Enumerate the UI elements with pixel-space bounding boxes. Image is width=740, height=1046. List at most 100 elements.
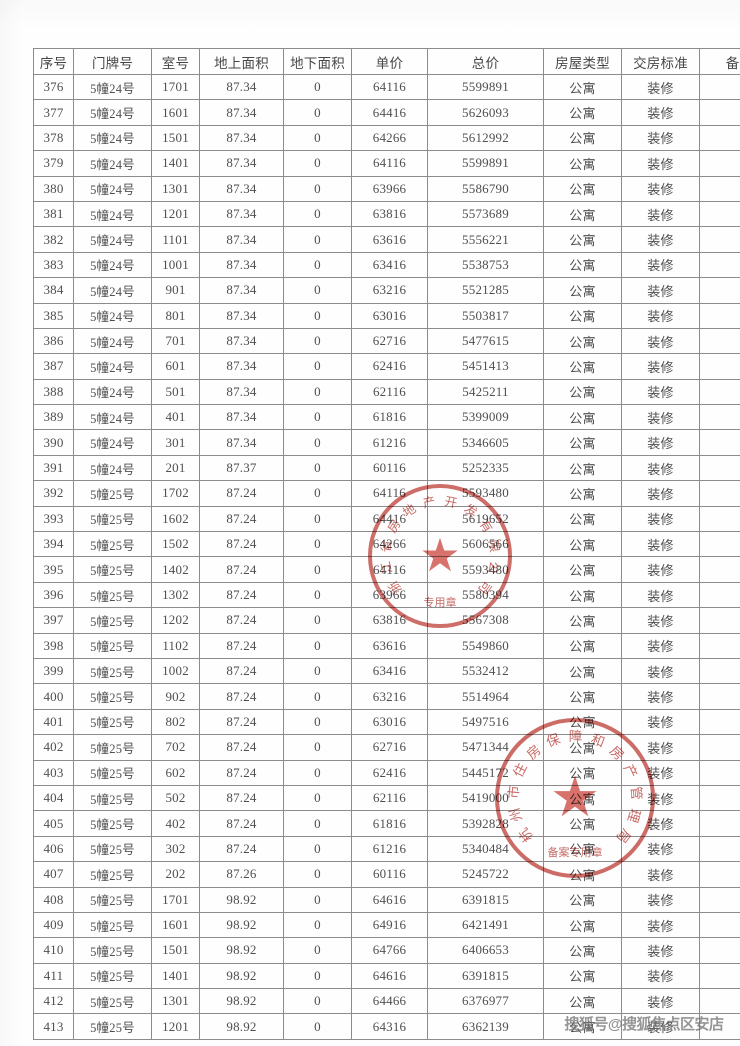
cell-addr: 5幢25号 [73,632,152,659]
cell-total: 6391815 [427,886,544,913]
cell-idx: 393 [33,505,74,533]
cell-unit: 63816 [351,607,428,634]
cell-total: 5252335 [427,454,544,482]
table-row: 413 5幢25号 1201 98.92 0 64316 6362139 公寓 装修 [33,1013,740,1040]
cell-above: 98.92 [199,962,284,990]
cell-addr: 5幢24号 [73,99,152,126]
cell-note [699,937,740,964]
cell-above: 87.34 [199,353,284,380]
cell-type: 公寓 [543,708,622,736]
cell-room: 202 [151,861,200,888]
table-row: 384 5幢24号 901 87.34 0 63216 5521285 公寓 装修 [33,277,740,304]
cell-type: 公寓 [543,886,622,913]
cell-type: 公寓 [543,99,622,126]
cell-room: 1501 [151,124,200,152]
cell-std: 装修 [621,429,700,456]
cell-below: 0 [283,784,352,812]
cell-total: 5340484 [427,835,544,863]
cell-idx: 386 [33,327,74,355]
source-watermark: 搜狐号@搜狐焦点区安店 [564,1015,724,1033]
cell-below: 0 [283,759,352,786]
cell-room: 1702 [151,480,200,507]
cell-addr: 5幢25号 [73,810,152,837]
cell-std: 装修 [621,480,700,507]
cell-above: 87.34 [199,226,284,253]
cell-below: 0 [283,327,352,355]
cell-type: 公寓 [543,404,622,431]
cell-idx: 413 [33,1013,74,1040]
cell-type: 公寓 [543,657,622,685]
cell-addr: 5幢25号 [73,962,152,990]
cell-room: 402 [151,810,200,837]
cell-addr: 5幢25号 [73,556,152,583]
cell-room: 1401 [151,962,200,990]
cell-unit: 63966 [351,581,428,609]
cell-above: 87.24 [199,480,284,507]
cell-below: 0 [283,277,352,304]
cell-note [699,404,740,431]
cell-idx: 395 [33,556,74,583]
cell-unit: 64466 [351,988,428,1015]
cell-below: 0 [283,988,352,1015]
cell-note [699,607,740,634]
cell-note [699,277,740,304]
cell-note [699,835,740,863]
cell-idx: 390 [33,429,74,456]
cell-unit: 62116 [351,378,428,406]
cell-unit: 63216 [351,683,428,710]
cell-std: 装修 [621,581,700,609]
cell-addr: 5幢24号 [73,302,152,329]
cell-addr: 5幢24号 [73,353,152,380]
cell-total: 5573689 [427,200,544,228]
cell-note [699,759,740,786]
column-header-0: 序号 [33,48,74,75]
cell-room: 1101 [151,226,200,253]
cell-addr: 5幢24号 [73,429,152,456]
cell-type: 公寓 [543,429,622,456]
cell-below: 0 [283,581,352,609]
table-row: 408 5幢25号 1701 98.92 0 64616 6391815 公寓 装修 [33,886,740,913]
cell-room: 1701 [151,73,200,101]
cell-addr: 5幢24号 [73,124,152,152]
cell-above: 87.24 [199,556,284,583]
cell-addr: 5幢24号 [73,150,152,177]
cell-note [699,1013,740,1040]
cell-std: 装修 [621,505,700,533]
cell-type: 公寓 [543,353,622,380]
cell-note [699,175,740,202]
cell-room: 902 [151,683,200,710]
cell-total: 6391815 [427,962,544,990]
table-row: 391 5幢24号 201 87.37 0 60116 5252335 公寓 装修 [33,454,740,482]
cell-idx: 396 [33,581,74,609]
cell-type: 公寓 [543,73,622,101]
cell-unit: 61216 [351,835,428,863]
cell-total: 5626093 [427,99,544,126]
cell-note [699,505,740,533]
table-row: 396 5幢25号 1302 87.24 0 63966 5580394 公寓 装修 [33,581,740,609]
cell-below: 0 [283,251,352,279]
cell-type: 公寓 [543,200,622,228]
column-header-1: 门牌号 [73,48,152,75]
cell-note [699,784,740,812]
table-row: 400 5幢25号 902 87.24 0 63216 5514964 公寓 装修 [33,683,740,710]
cell-addr: 5幢25号 [73,835,152,863]
cell-total: 5567308 [427,607,544,634]
cell-unit: 64116 [351,150,428,177]
cell-std: 装修 [621,861,700,888]
cell-below: 0 [283,708,352,736]
cell-total: 5580394 [427,581,544,609]
cell-room: 802 [151,708,200,736]
cell-below: 0 [283,124,352,152]
cell-note [699,962,740,990]
cell-type: 公寓 [543,124,622,152]
cell-note [699,632,740,659]
cell-idx: 391 [33,454,74,482]
cell-std: 装修 [621,150,700,177]
cell-addr: 5幢24号 [73,226,152,253]
cell-above: 87.34 [199,124,284,152]
cell-std: 装修 [621,404,700,431]
cell-std: 装修 [621,657,700,685]
cell-total: 5612992 [427,124,544,152]
cell-note [699,454,740,482]
table-row: 379 5幢24号 1401 87.34 0 64116 5599891 公寓 装修 [33,150,740,177]
